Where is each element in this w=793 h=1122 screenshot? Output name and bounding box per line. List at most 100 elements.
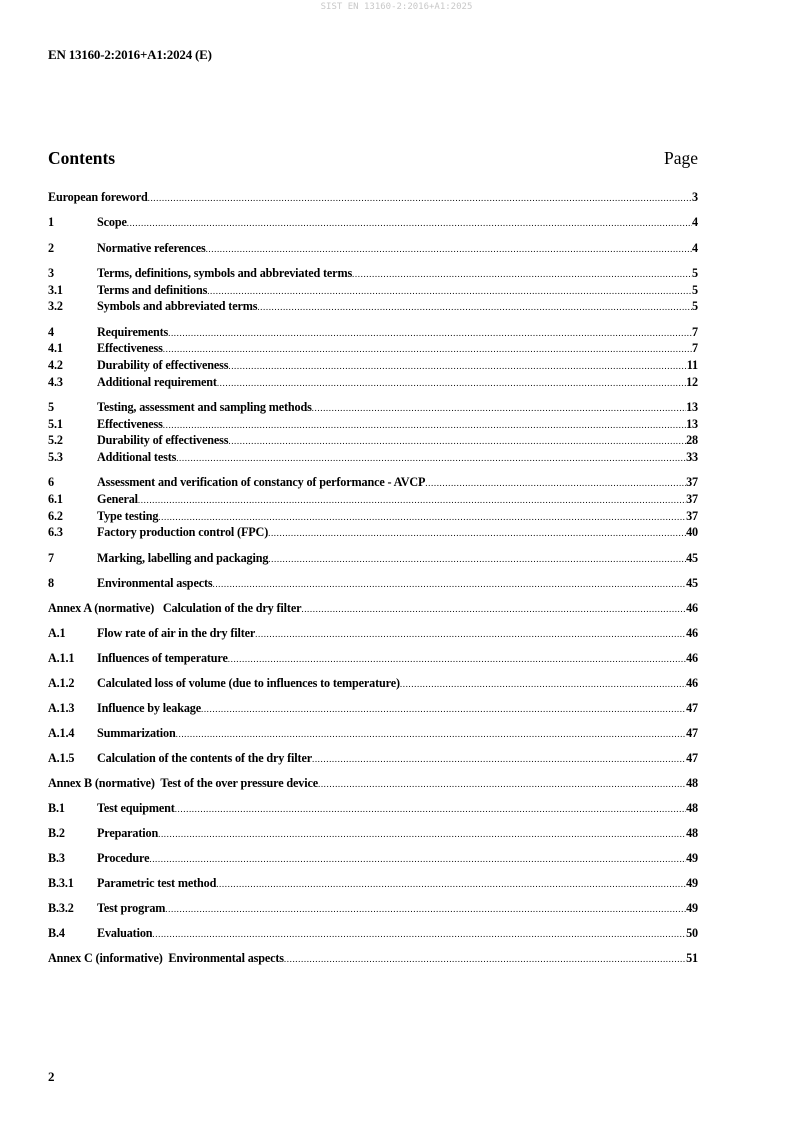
toc-entry-page[interactable]: 13 (686, 399, 698, 414)
toc-entry-page[interactable]: 40 (686, 525, 698, 540)
toc-entry-page[interactable]: 37 (686, 475, 698, 490)
toc-entry-title[interactable]: Requirements (97, 324, 169, 339)
toc-entry-page[interactable]: 47 (686, 701, 698, 716)
toc-entry[interactable]: 6.3 Factory production control (FPC) 40 (48, 524, 698, 541)
toc-entry[interactable]: 8 Environmental aspects 45 (48, 575, 698, 592)
toc-entry-page[interactable]: 48 (686, 800, 698, 815)
toc-entry-title[interactable]: Symbols and abbreviated terms (97, 299, 258, 314)
toc-entry-title[interactable]: Summarization (97, 726, 176, 741)
toc-entry-page[interactable]: 45 (686, 575, 698, 590)
toc-entry-title[interactable]: Additional tests (97, 449, 177, 464)
toc-entry-title[interactable]: Evaluation (97, 925, 153, 940)
toc-entry[interactable]: 2 Normative references 4 (48, 240, 698, 257)
toc-entry[interactable]: Annex B (normative) Test of the over pre… (48, 775, 698, 792)
toc-entry[interactable]: Annex C (informative) Environmental aspe… (48, 950, 698, 967)
toc-entry[interactable]: B.3.1 Parametric test method 49 (48, 875, 698, 892)
toc-entry-page[interactable]: 7 (692, 341, 698, 356)
toc-entry[interactable]: 5.3 Additional tests 33 (48, 449, 698, 466)
toc-entry[interactable]: 6.2 Type testing 37 (48, 508, 698, 525)
toc-entry-page[interactable]: 5 (692, 282, 698, 297)
toc-entry-title[interactable]: General (97, 491, 138, 506)
toc-entry[interactable]: A.1.2 Calculated loss of volume (due to i… (48, 675, 698, 692)
toc-entry-title[interactable]: Terms and definitions (97, 282, 208, 297)
toc-entry-title[interactable]: Influence by leakage (97, 701, 201, 716)
toc-entry-page[interactable]: 48 (686, 825, 698, 840)
toc-entry-page[interactable]: 48 (686, 775, 698, 790)
toc-entry-title[interactable]: Assessment and verification of constancy… (97, 475, 426, 490)
toc-entry-title[interactable]: Normative references (97, 240, 206, 255)
toc-entry-page[interactable]: 46 (686, 651, 698, 666)
toc-entry-title[interactable]: Effectiveness (97, 416, 163, 431)
toc-entry-title[interactable]: Flow rate of air in the dry filter (97, 626, 256, 641)
toc-entry-page[interactable]: 49 (686, 850, 698, 865)
toc-entry-title[interactable]: Annex C (informative) Environmental aspe… (48, 950, 284, 965)
toc-entry-page[interactable]: 47 (686, 726, 698, 741)
toc-entry[interactable]: 1 Scope 4 (48, 214, 698, 231)
toc-entry-page[interactable]: 37 (686, 491, 698, 506)
toc-entry-title[interactable]: Marking, labelling and packaging (97, 550, 269, 565)
toc-entry-title[interactable]: Effectiveness (97, 341, 163, 356)
toc-entry-page[interactable]: 45 (686, 550, 698, 565)
toc-entry[interactable]: 4 Requirements 7 (48, 324, 698, 341)
toc-entry-page[interactable]: 49 (686, 900, 698, 915)
toc-entry-title[interactable]: Factory production control (FPC) (97, 525, 269, 540)
toc-entry[interactable]: B.3.2 Test program 49 (48, 900, 698, 917)
toc-entry-page[interactable]: 49 (686, 875, 698, 890)
toc-entry-page[interactable]: 46 (686, 626, 698, 641)
toc-entry[interactable]: 4.1 Effectiveness 7 (48, 340, 698, 357)
toc-entry-title[interactable]: Scope (97, 215, 127, 230)
toc-entry-title[interactable]: Additional requirement (97, 374, 217, 389)
toc-entry-title[interactable]: Test equipment (97, 800, 175, 815)
toc-entry[interactable]: 7 Marking, labelling and packaging 45 (48, 550, 698, 567)
toc-entry[interactable]: A.1.3 Influence by leakage 47 (48, 700, 698, 717)
toc-entry[interactable]: 5.1 Effectiveness 13 (48, 416, 698, 433)
toc-entry[interactable]: B.4 Evaluation 50 (48, 925, 698, 942)
toc-entry-title[interactable]: Durability of effectiveness (97, 357, 229, 372)
toc-entry[interactable]: Annex A (normative) Calculation of the d… (48, 600, 698, 617)
toc-entry-page[interactable]: 11 (686, 357, 698, 372)
toc-entry[interactable]: 3.2 Symbols and abbreviated terms 5 (48, 298, 698, 315)
toc-entry-page[interactable]: 46 (686, 601, 698, 616)
toc-entry[interactable]: A.1.1 Influences of temperature 46 (48, 650, 698, 667)
toc-entry-page[interactable]: 4 (692, 215, 698, 230)
toc-entry-title[interactable]: Annex B (normative) Test of the over pre… (48, 775, 318, 790)
toc-entry-title[interactable]: Type testing (97, 508, 159, 523)
toc-entry-page[interactable]: 28 (686, 433, 698, 448)
toc-entry-title[interactable]: European foreword (48, 190, 148, 204)
toc-entry[interactable]: A.1.4 Summarization 47 (48, 725, 698, 742)
toc-entry-title[interactable]: Calculated loss of volume (due to influe… (97, 676, 400, 691)
toc-entry[interactable]: A.1 Flow rate of air in the dry filter 46 (48, 625, 698, 642)
toc-entry-title[interactable]: Annex A (normative) Calculation of the d… (48, 601, 302, 616)
toc-entry-title[interactable]: Parametric test method (97, 875, 217, 890)
toc-entry-page[interactable]: 37 (686, 508, 698, 523)
toc-entry[interactable]: A.1.5 Calculation of the contents of the … (48, 750, 698, 767)
toc-entry[interactable]: 4.3 Additional requirement 12 (48, 374, 698, 391)
toc-entry-title[interactable]: Test program (97, 900, 166, 915)
toc-entry[interactable]: B.3 Procedure 49 (48, 850, 698, 867)
toc-entry-page[interactable]: 7 (692, 324, 698, 339)
toc-entry-page[interactable]: 3 (692, 190, 698, 204)
toc-entry-title[interactable]: Preparation (97, 825, 159, 840)
toc-entry-title[interactable]: Durability of effectiveness (97, 433, 229, 448)
toc-entry-page[interactable]: 13 (686, 416, 698, 431)
toc-entry-title[interactable]: Terms, definitions, symbols and abbrevia… (97, 265, 353, 280)
toc-entry-title[interactable]: Influences of temperature (97, 651, 228, 666)
toc-entry-page[interactable]: 51 (686, 950, 698, 965)
toc-entry-page[interactable]: 47 (686, 751, 698, 765)
toc-entry[interactable]: 3 Terms, definitions, symbols and abbrevi… (48, 265, 698, 282)
toc-entry-page[interactable]: 4 (692, 240, 698, 255)
toc-entry[interactable]: 5 Testing, assessment and sampling method… (48, 399, 698, 416)
toc-entry[interactable]: 4.2 Durability of effectiveness 11 (48, 357, 698, 374)
toc-entry-title[interactable]: Environmental aspects (97, 575, 213, 590)
toc-entry[interactable]: European foreword 3 (48, 189, 698, 206)
toc-entry[interactable]: B.2 Preparation 48 (48, 825, 698, 842)
toc-entry-page[interactable]: 12 (686, 374, 698, 389)
toc-entry-page[interactable]: 50 (686, 925, 698, 940)
toc-entry-page[interactable]: 33 (686, 449, 698, 464)
toc-entry-page[interactable]: 5 (692, 299, 698, 314)
toc-entry-title[interactable]: Testing, assessment and sampling methods (97, 399, 312, 414)
toc-entry-page[interactable]: 5 (692, 265, 698, 280)
toc-entry[interactable]: 6.1 General 37 (48, 491, 698, 508)
toc-entry[interactable]: 6 Assessment and verification of constanc… (48, 474, 698, 491)
toc-entry-title[interactable]: Calculation of the contents of the dry f… (97, 751, 312, 765)
